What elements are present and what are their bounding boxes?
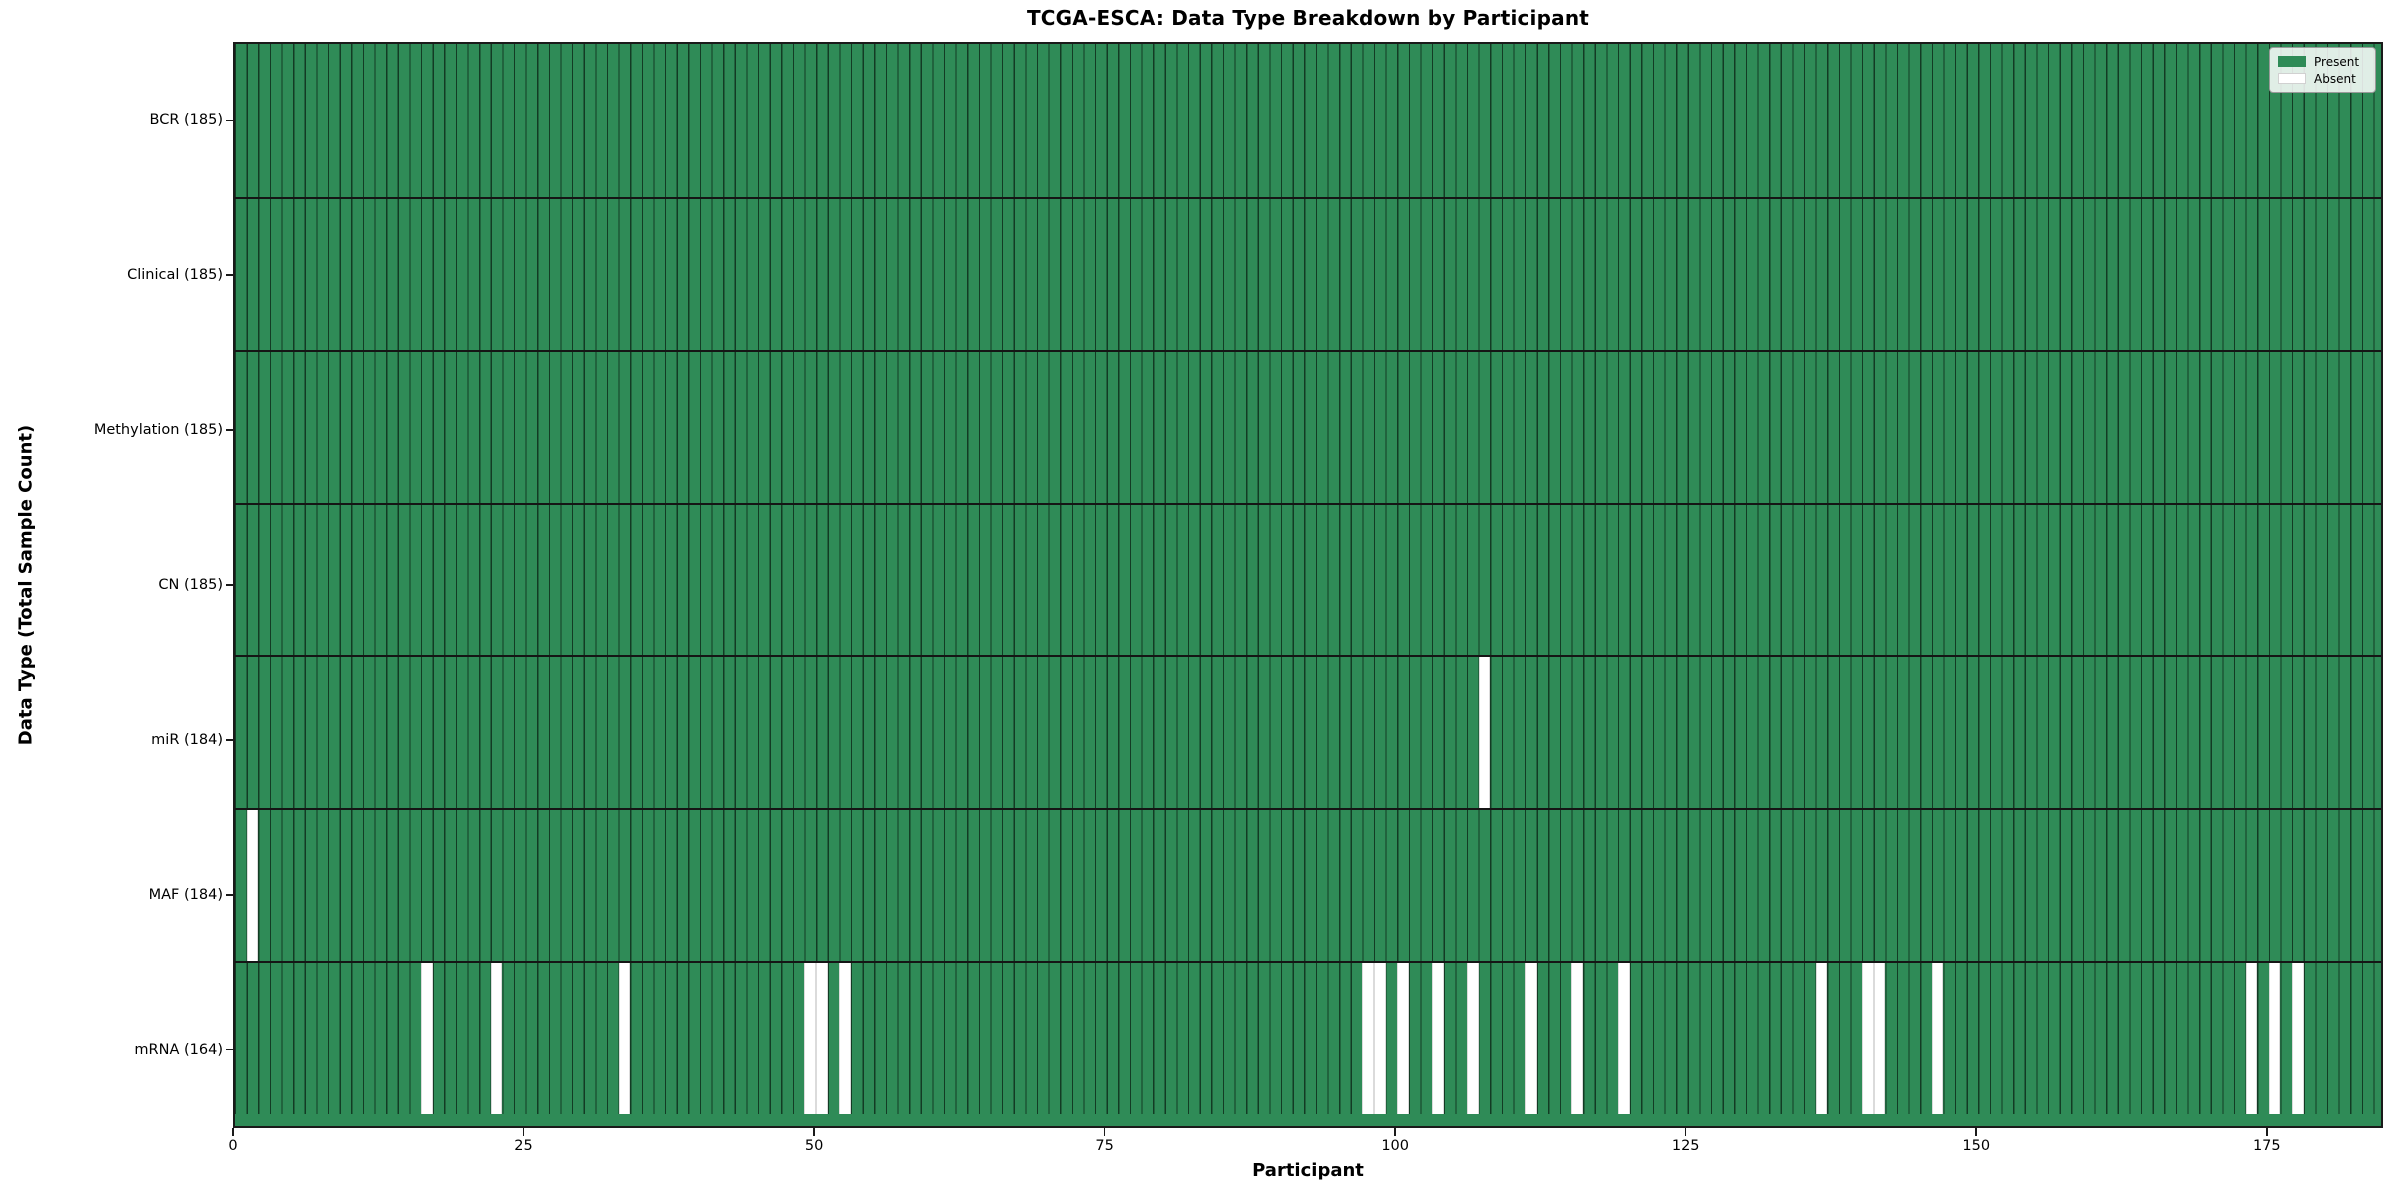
x-tick-mark (1684, 1128, 1687, 1136)
y-tick-mark (226, 584, 233, 586)
absent-cell-mrna-136 (1815, 963, 1828, 1114)
absent-cell-mrna-97 (1362, 963, 1374, 1114)
absent-cell-mrna-33 (618, 963, 631, 1114)
y-tick-mark (226, 274, 233, 277)
absent-cell-mrna-52 (839, 963, 851, 1114)
absent-cell-mrna-103 (1432, 963, 1444, 1114)
present-cells-methylation (235, 351, 2381, 503)
present-cells-maf (235, 810, 2381, 962)
absent-cell-mrna-106 (1466, 963, 1479, 1114)
row-methylation (235, 349, 2381, 503)
x-tick-label-175: 175 (2252, 1138, 2281, 1154)
y-tick-label-mir: miR (184) (151, 731, 223, 748)
absent-cell-mrna-16 (420, 963, 433, 1114)
absent-cell-mrna-115 (1571, 963, 1584, 1114)
absent-cell-mrna-146 (1931, 963, 1944, 1114)
absent-cell-mrna-22 (490, 963, 503, 1114)
x-tick-label-100: 100 (1381, 1138, 1409, 1154)
absent-cell-mrna-100 (1397, 963, 1409, 1114)
absent-cell-mrna-141 (1873, 963, 1886, 1114)
y-tick-mark (226, 893, 233, 896)
x-tick-mark (522, 1128, 525, 1136)
legend-entry-absent: Absent (2278, 70, 2367, 87)
absent-cell-mrna-175 (2268, 963, 2281, 1114)
x-tick-mark (813, 1128, 815, 1136)
y-tick-mark (226, 119, 233, 122)
y-tick-label-maf: MAF (184) (148, 886, 223, 903)
legend-label: Absent (2314, 71, 2356, 86)
absent-cell-mrna-173 (2245, 963, 2258, 1114)
y-tick-label-cn: CN (185) (158, 577, 223, 593)
row-bcr (235, 44, 2381, 197)
legend-label: Present (2314, 54, 2360, 69)
present-cells-mir (235, 657, 2381, 809)
absent-cell-mrna-98 (1373, 963, 1386, 1114)
present-cells-mrna (235, 963, 2381, 1114)
row-maf (235, 808, 2381, 962)
y-axis-label: Data Type (Total Sample Count) (15, 424, 37, 746)
x-axis-label: Participant (1252, 1160, 1364, 1181)
x-tick-label-125: 125 (1671, 1138, 1700, 1154)
legend-entry-present: Present (2278, 53, 2367, 70)
row-mrna (235, 961, 2381, 1114)
absent-cell-mrna-177 (2292, 963, 2304, 1114)
x-tick-mark (2265, 1128, 2268, 1136)
absent-cell-mrna-50 (816, 963, 828, 1114)
y-tick-label-mrna: mRNA (164) (134, 1041, 223, 1058)
present-cells-cn (235, 504, 2381, 656)
legend-swatch-present (2278, 56, 2306, 67)
y-tick-mark (226, 739, 233, 741)
legend: Present Absent (2269, 47, 2376, 93)
y-tick-mark (226, 1048, 233, 1051)
chart-title: TCGA-ESCA: Data Type Breakdown by Partic… (1026, 6, 1590, 30)
plot-area (233, 42, 2383, 1128)
row-clinical (235, 196, 2381, 350)
absent-cell-mrna-140 (1862, 963, 1874, 1114)
row-cn (235, 502, 2381, 656)
x-tick-label-150: 150 (1962, 1138, 1991, 1154)
present-cells-bcr (235, 44, 2381, 197)
legend-swatch-absent (2278, 73, 2306, 84)
absent-cell-mrna-111 (1525, 963, 1537, 1114)
absent-cell-maf-1 (246, 810, 259, 962)
absent-cell-mir-107 (1478, 657, 1491, 809)
absent-cell-mrna-119 (1617, 963, 1630, 1114)
absent-cell-mrna-49 (804, 963, 817, 1114)
x-tick-mark (1103, 1128, 1106, 1136)
y-tick-mark (226, 429, 233, 431)
x-tick-label-25: 25 (514, 1138, 533, 1154)
present-cells-clinical (235, 198, 2381, 350)
x-tick-mark (1394, 1128, 1396, 1136)
x-tick-label-0: 0 (228, 1138, 238, 1154)
y-tick-label-clinical: Clinical (185) (127, 267, 223, 284)
y-tick-label-bcr: BCR (185) (149, 112, 224, 129)
y-tick-label-methylation: Methylation (185) (93, 422, 223, 439)
x-tick-mark (232, 1128, 234, 1136)
x-tick-label-75: 75 (1095, 1138, 1114, 1154)
row-mir (235, 655, 2381, 809)
x-tick-mark (1975, 1128, 1978, 1136)
x-tick-label-50: 50 (804, 1138, 824, 1154)
